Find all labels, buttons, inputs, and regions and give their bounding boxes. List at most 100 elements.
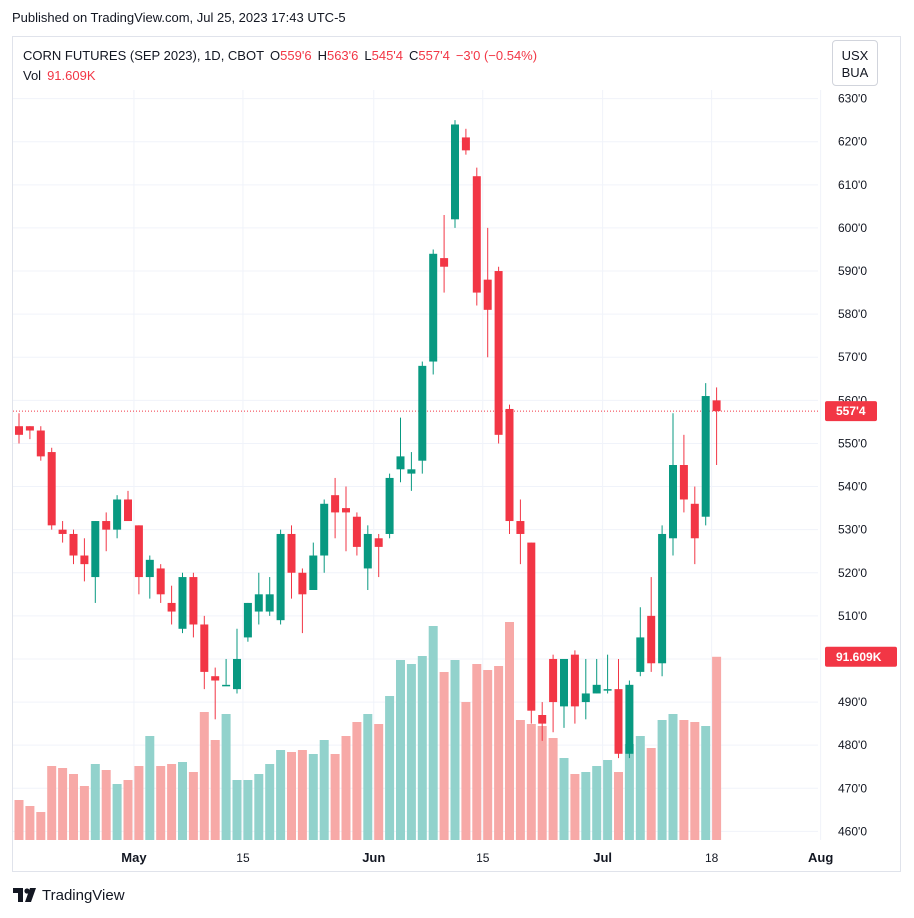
legend-vol-label: Vol xyxy=(23,68,42,83)
candle xyxy=(167,585,176,625)
candle xyxy=(211,667,220,720)
y-tick-label: 490'0 xyxy=(838,695,867,709)
chart-grid xyxy=(13,90,822,840)
candle-body xyxy=(516,521,525,534)
volume-bar xyxy=(406,664,416,840)
candle-body xyxy=(309,555,318,590)
volume-bar xyxy=(712,656,722,840)
candle-body xyxy=(363,533,372,569)
volume-bar xyxy=(210,740,220,840)
volume-bar xyxy=(548,738,558,840)
volume-bar xyxy=(243,780,253,840)
currency-line-1: USX xyxy=(841,48,869,63)
volume-bar xyxy=(188,772,198,840)
candle xyxy=(374,533,383,578)
candle xyxy=(25,426,34,440)
volume-bar xyxy=(25,806,35,840)
volume-bar xyxy=(79,786,89,840)
candle xyxy=(91,521,100,603)
candle xyxy=(429,249,438,375)
y-tick-label: 600'0 xyxy=(838,221,867,235)
legend-open-label: O xyxy=(270,48,281,63)
candle xyxy=(36,426,45,461)
candle-body xyxy=(560,658,568,707)
volume-bar xyxy=(36,812,46,840)
candle xyxy=(440,215,449,293)
y-tick-label: 550'0 xyxy=(838,436,867,450)
candle-body xyxy=(178,577,187,629)
volume-bar xyxy=(297,750,307,840)
volume-bar xyxy=(134,766,144,840)
candle-body xyxy=(440,258,449,267)
volume-bar xyxy=(559,758,569,840)
volume-bar xyxy=(417,656,427,840)
published-note: Published on TradingView.com, Jul 25, 20… xyxy=(12,10,346,25)
volume-bar xyxy=(221,714,231,840)
candle xyxy=(145,555,154,599)
candle-body xyxy=(549,658,558,703)
candle xyxy=(58,521,67,543)
candle-body xyxy=(407,469,416,474)
legend-symbol: CORN FUTURES (SEP 2023), 1D, CBOT xyxy=(23,48,265,63)
x-tick-label: 15 xyxy=(236,851,250,865)
y-tick-label: 630'0 xyxy=(838,92,867,106)
last-volume-badge xyxy=(825,646,897,667)
candle xyxy=(47,447,56,530)
volume-bar xyxy=(265,764,275,840)
last-price-label: 557'4 xyxy=(836,404,866,418)
candle-body xyxy=(712,400,721,412)
candle xyxy=(625,680,634,759)
candle-body xyxy=(320,503,329,556)
volume-bar xyxy=(276,750,286,840)
candle xyxy=(505,404,514,534)
candle-body xyxy=(287,533,296,573)
candle-body xyxy=(91,521,100,578)
candle xyxy=(189,572,198,638)
candle xyxy=(679,434,688,513)
legend-open: 559'6 xyxy=(280,48,312,63)
candle xyxy=(352,512,361,556)
legend-volume-row: Vol 91.609K xyxy=(23,66,543,86)
candle xyxy=(15,413,23,444)
candle xyxy=(636,607,645,677)
candle xyxy=(102,512,111,552)
x-tick-label: Aug xyxy=(808,850,833,865)
candles xyxy=(15,120,721,759)
volume-bar xyxy=(581,772,591,840)
volume-bar xyxy=(494,666,504,840)
candle xyxy=(222,658,231,687)
volume-bar xyxy=(385,696,395,840)
candle-body xyxy=(36,430,45,457)
volume-bar xyxy=(483,670,493,840)
legend-high-label: H xyxy=(317,48,327,63)
candle-body xyxy=(592,684,601,694)
volume-bar xyxy=(624,744,634,840)
candle xyxy=(647,577,656,672)
candle-body xyxy=(483,279,492,310)
volume-bar xyxy=(635,736,645,840)
y-tick-label: 540'0 xyxy=(838,480,867,494)
candle xyxy=(560,658,568,728)
currency-unit-button[interactable]: USX BUA xyxy=(832,40,878,86)
y-tick-label: 520'0 xyxy=(838,566,867,580)
candle-body xyxy=(102,521,111,530)
volume-bar xyxy=(123,780,133,840)
candle-body xyxy=(581,693,590,703)
volume-bar xyxy=(112,784,122,840)
y-tick-label: 590'0 xyxy=(838,264,867,278)
candle xyxy=(309,542,318,590)
candle-body xyxy=(189,577,198,625)
footer-brand[interactable]: TradingView xyxy=(12,886,125,904)
volume-bar xyxy=(167,764,177,840)
candle xyxy=(701,383,710,526)
volume-bar xyxy=(319,740,329,840)
candle xyxy=(80,538,89,582)
price-axis: 460'0470'0480'0490'0500'0510'0520'0530'0… xyxy=(838,92,867,839)
x-tick-label: Jul xyxy=(593,850,612,865)
volume-bar xyxy=(439,672,449,840)
candle-body xyxy=(352,516,361,547)
time-axis: May 15 Jun 15 Jul 18 Aug xyxy=(121,850,833,865)
candle-body xyxy=(342,508,350,513)
candle xyxy=(690,486,699,565)
